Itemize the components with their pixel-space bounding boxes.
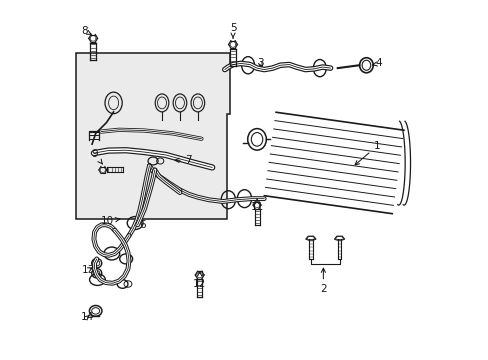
Text: 1: 1 xyxy=(354,141,380,165)
Text: 8: 8 xyxy=(81,26,91,36)
Text: 9: 9 xyxy=(91,149,102,164)
Text: 4: 4 xyxy=(372,58,382,68)
Text: 10: 10 xyxy=(101,216,120,226)
Text: 5: 5 xyxy=(229,23,236,38)
Text: 7: 7 xyxy=(175,155,192,165)
Polygon shape xyxy=(76,53,230,220)
Text: 2: 2 xyxy=(320,268,326,294)
Text: 12: 12 xyxy=(193,272,206,289)
Text: 3: 3 xyxy=(257,58,264,68)
Text: 11: 11 xyxy=(250,199,263,212)
Text: 14: 14 xyxy=(81,312,94,322)
Text: 13: 13 xyxy=(81,265,95,275)
Text: 6: 6 xyxy=(139,220,145,230)
